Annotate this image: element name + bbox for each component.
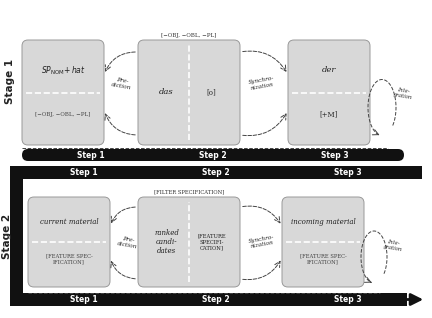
FancyBboxPatch shape [10, 166, 422, 179]
Text: [FILTER SPECIFICATION]: [FILTER SPECIFICATION] [154, 190, 224, 195]
Text: Synchro-
nization: Synchro- nization [248, 234, 276, 250]
Text: [FEATURE SPEC-
IFICATION]: [FEATURE SPEC- IFICATION] [300, 253, 346, 264]
FancyBboxPatch shape [288, 40, 370, 145]
Text: Step 1: Step 1 [77, 150, 105, 160]
Text: Inte-
gration: Inte- gration [393, 86, 413, 100]
Text: current material: current material [40, 218, 98, 226]
Text: ranked
candi-
dates: ranked candi- dates [154, 229, 179, 255]
Text: [FEATURE SPEC-
IFICATION]: [FEATURE SPEC- IFICATION] [46, 253, 92, 264]
Text: Step 3: Step 3 [321, 150, 349, 160]
FancyBboxPatch shape [28, 197, 110, 287]
Text: Step 3: Step 3 [334, 168, 362, 177]
FancyBboxPatch shape [138, 40, 240, 145]
Text: Stage 2: Stage 2 [2, 213, 12, 259]
FancyBboxPatch shape [10, 293, 407, 306]
FancyBboxPatch shape [22, 149, 404, 161]
Text: das: das [159, 88, 174, 96]
Text: incoming material: incoming material [291, 218, 356, 226]
Text: [−OBJ, −OBL, −PL]: [−OBJ, −OBL, −PL] [35, 112, 91, 117]
Text: [−OBJ, −OBL, −PL]: [−OBJ, −OBL, −PL] [161, 32, 217, 38]
Text: Stage 1: Stage 1 [5, 59, 15, 104]
Text: Pre-
diction: Pre- diction [111, 76, 133, 91]
FancyBboxPatch shape [138, 197, 240, 287]
Text: Step 2: Step 2 [202, 295, 230, 304]
Text: [o]: [o] [206, 88, 216, 96]
Text: [FEATURE
SPECIFI-
CATION]: [FEATURE SPECIFI- CATION] [197, 234, 226, 250]
Text: Inte-
gration: Inte- gration [383, 238, 403, 252]
FancyBboxPatch shape [282, 197, 364, 287]
Text: $SP_{\mathrm{NOM}}$$+\,hat$: $SP_{\mathrm{NOM}}$$+\,hat$ [41, 64, 86, 77]
Text: Step 2: Step 2 [199, 150, 227, 160]
Text: Step 1: Step 1 [70, 168, 98, 177]
Text: [+M]: [+M] [320, 110, 338, 119]
FancyBboxPatch shape [23, 179, 409, 293]
Text: Synchro-
nization: Synchro- nization [248, 76, 276, 91]
Text: Step 3: Step 3 [334, 295, 362, 304]
Text: der: der [322, 66, 336, 74]
FancyBboxPatch shape [10, 166, 23, 306]
Text: Pre-
diction: Pre- diction [117, 235, 139, 249]
Text: Step 2: Step 2 [202, 168, 230, 177]
Text: Step 1: Step 1 [70, 295, 98, 304]
FancyBboxPatch shape [22, 40, 104, 145]
